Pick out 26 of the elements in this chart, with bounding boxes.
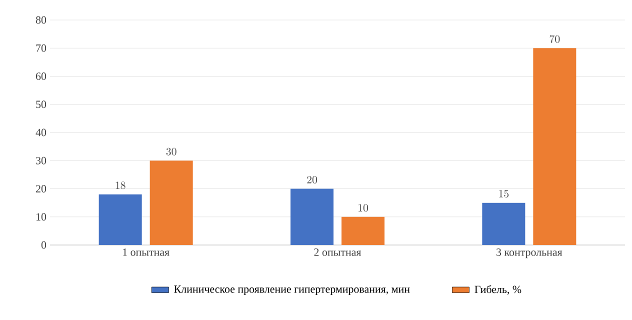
y-tick-label: 20 (36, 185, 46, 192)
y-tick-label: 70 (36, 44, 46, 52)
bar (482, 202, 526, 245)
bar (342, 216, 385, 245)
bar (98, 194, 142, 245)
y-tick-label: 50 (36, 100, 46, 108)
y-tick-label: 40 (36, 128, 46, 136)
data-label: 20 (307, 176, 318, 184)
x-tick-label: 2 опытная (314, 248, 362, 256)
data-label: 18 (116, 182, 126, 190)
y-tick-label: 0 (41, 241, 46, 249)
bar (290, 188, 334, 245)
bar (533, 48, 576, 245)
x-tick-label: 3 контрольная (496, 248, 562, 258)
y-tick-label: 60 (36, 72, 46, 80)
data-label: 10 (358, 204, 368, 212)
x-tick-label: 1 опытная (123, 248, 170, 256)
data-label: 30 (166, 148, 176, 156)
data-label: 15 (499, 190, 509, 198)
legend-label: Гибель, % (474, 285, 522, 295)
y-tick-label: 30 (36, 156, 46, 164)
legend-label: Клиническое проявление гипертермирования, мин (174, 286, 410, 296)
y-tick-label: 80 (36, 16, 46, 24)
bar (150, 160, 193, 245)
y-tick-label: 10 (36, 213, 46, 221)
data-label: 70 (550, 35, 560, 43)
